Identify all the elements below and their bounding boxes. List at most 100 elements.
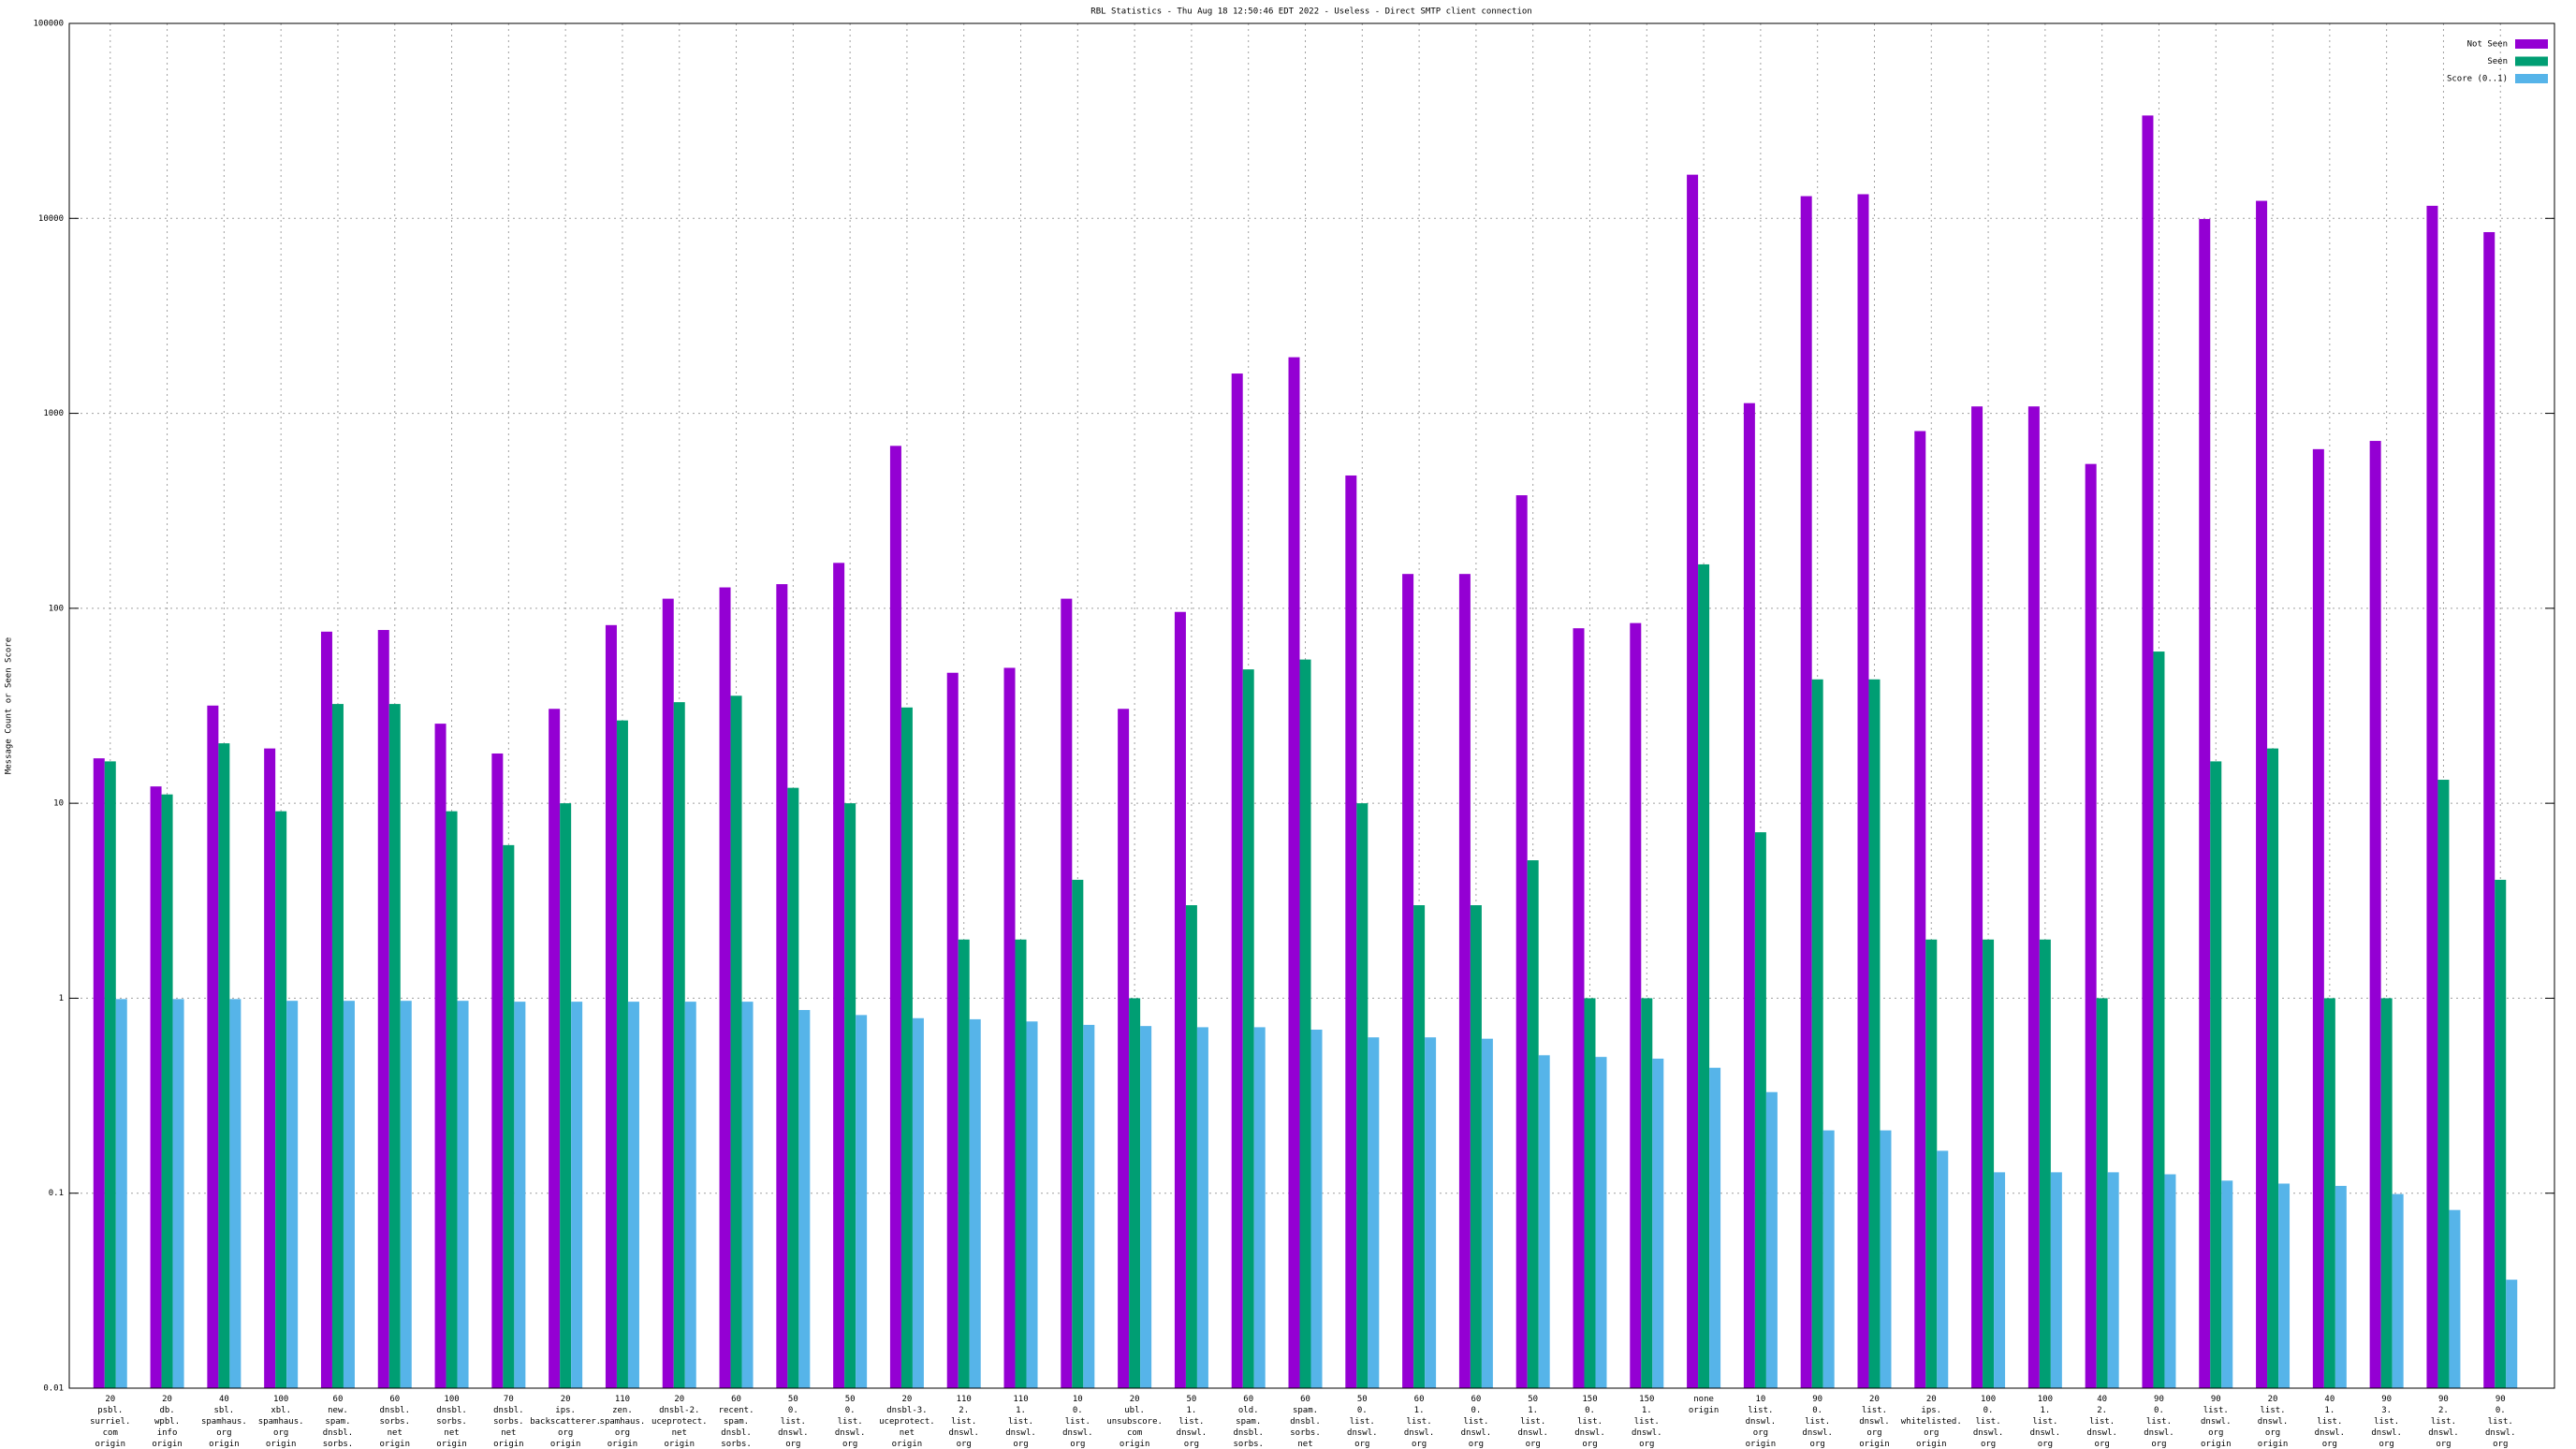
x-tick-label-line: 40 [219,1395,229,1404]
x-tick-label-line: org [1924,1428,1939,1438]
bar [1857,194,1869,1389]
x-tick-label-line: wpbl. [154,1417,180,1427]
bar [1765,1091,1778,1388]
x-tick-label-line: origin [664,1440,695,1449]
bar [627,1002,639,1388]
bar [719,587,731,1388]
x-tick-label-line: origin [209,1440,240,1449]
bar [889,446,901,1389]
bar [1925,939,1938,1388]
x-tick-label-line: org [1639,1440,1654,1449]
x-tick-label-line: dnsbl. [1233,1428,1264,1438]
bar [115,999,127,1388]
bar [912,1017,924,1388]
x-tick-label-line: sorbs. [436,1417,467,1427]
bar [1754,832,1766,1388]
bar [1299,659,1311,1388]
bar [1425,1037,1437,1388]
x-tick-label-line: sorbs. [1290,1428,1321,1438]
x-tick-label-line: dnswl. [2086,1428,2117,1438]
bar [2221,1180,2233,1388]
bar [1003,667,1016,1388]
x-tick-label-line: dnswl. [948,1428,979,1438]
x-tick-label-line: unsubscore. [1106,1417,1163,1427]
x-tick-label-line: dnswl. [2485,1428,2516,1438]
x-tick-label-line: 60 [1471,1395,1481,1404]
x-tick-label-line: list. [1748,1406,1773,1415]
x-tick-label-line: spamhaus. [258,1417,304,1427]
x-tick-label: 40 sbl. spamhaus. org origin [201,1395,247,1449]
bar [2153,651,2165,1388]
bar [787,787,799,1388]
y-tick-label: 0.1 [49,1189,64,1198]
x-tick-label-line: dnsbl-2. [659,1406,699,1415]
x-tick-label-line: net [501,1428,516,1438]
x-tick-label-line: org [1526,1440,1541,1449]
x-tick-label: 20 ips. whitelisted. org origin [1901,1395,1962,1449]
x-tick-label-line: 60 [1243,1395,1253,1404]
bar [798,1010,811,1388]
x-tick-label-line: 20 [561,1395,571,1404]
x-tick-label-line: 20 [1130,1395,1140,1404]
x-tick-label-line: list. [951,1417,976,1427]
x-tick-label-line: org [1070,1440,1085,1449]
x-tick-label: 100 xbl. spamhaus. org origin [258,1395,304,1449]
x-tick-label-line: origin [152,1440,183,1449]
x-tick-label-line: 20 [1869,1395,1880,1404]
x-tick-label-line: 3. [2381,1406,2392,1415]
x-tick-label: 20 dnsbl-2. uceprotect. net origin [651,1395,708,1449]
bar [605,624,617,1388]
x-tick-label-line: org [785,1440,800,1449]
legend-swatch [2515,39,2548,49]
x-tick-label-line: 90 [1812,1395,1822,1404]
x-tick-label-line: dnswl. [1746,1417,1777,1427]
x-tick-label-line: old. [1238,1406,1259,1415]
x-tick-label-line: 0. [1471,1406,1481,1415]
x-tick-label-line: net [444,1428,459,1438]
x-tick-label-line: org [615,1428,630,1438]
x-tick-label-line: 0. [1585,1406,1595,1415]
bar [2323,998,2335,1388]
x-tick-label-line: 50 [1357,1395,1368,1404]
bar [2369,441,2381,1388]
bar [2164,1174,2176,1388]
x-tick-label-line: surriel. [90,1417,130,1427]
bar [1083,1024,1095,1388]
x-tick-label: 100 dnsbl. sorbs. net origin [436,1395,467,1449]
x-tick-label-line: dnswl. [2258,1417,2289,1427]
bar [684,1002,696,1388]
bar [2142,115,2154,1389]
x-tick-label-line: 150 [1582,1395,1597,1404]
x-tick-label-line: spam. [724,1417,749,1427]
y-tick-label: 0.01 [43,1384,64,1394]
x-tick-label-line: whitelisted. [1901,1417,1962,1427]
x-tick-label-line: 50 [1186,1395,1196,1404]
bar [1743,402,1755,1389]
x-tick-label-line: dnsbl. [1290,1417,1321,1427]
x-tick-label-line: 10 [1755,1395,1765,1404]
x-tick-label-line: spam. [1293,1406,1318,1415]
x-tick-label-line: 20 [105,1395,115,1404]
x-tick-label-line: 90 [2154,1395,2164,1404]
bar [2426,205,2438,1389]
x-tick-label-line: 110 [1013,1395,1028,1404]
x-tick-label-line: origin [1120,1440,1150,1449]
x-tick-label: 20 psbl. surriel. com origin [90,1395,130,1449]
x-tick-label-line: 110 [615,1395,630,1404]
bar [2267,748,2279,1388]
x-tick-label-line: dnswl. [2371,1428,2402,1438]
x-tick-label-line: list. [1008,1417,1033,1427]
bar [1880,1130,1892,1388]
x-tick-label-line: org [2436,1440,2451,1449]
bar [1584,998,1596,1388]
x-tick-label-line: list. [2431,1417,2456,1427]
x-tick-label-line: 0. [1983,1406,1994,1415]
bar [1687,174,1699,1389]
x-tick-label-line: dnsbl. [436,1406,467,1415]
x-tick-label: 20 ips. backscatterer. org origin [530,1395,601,1449]
